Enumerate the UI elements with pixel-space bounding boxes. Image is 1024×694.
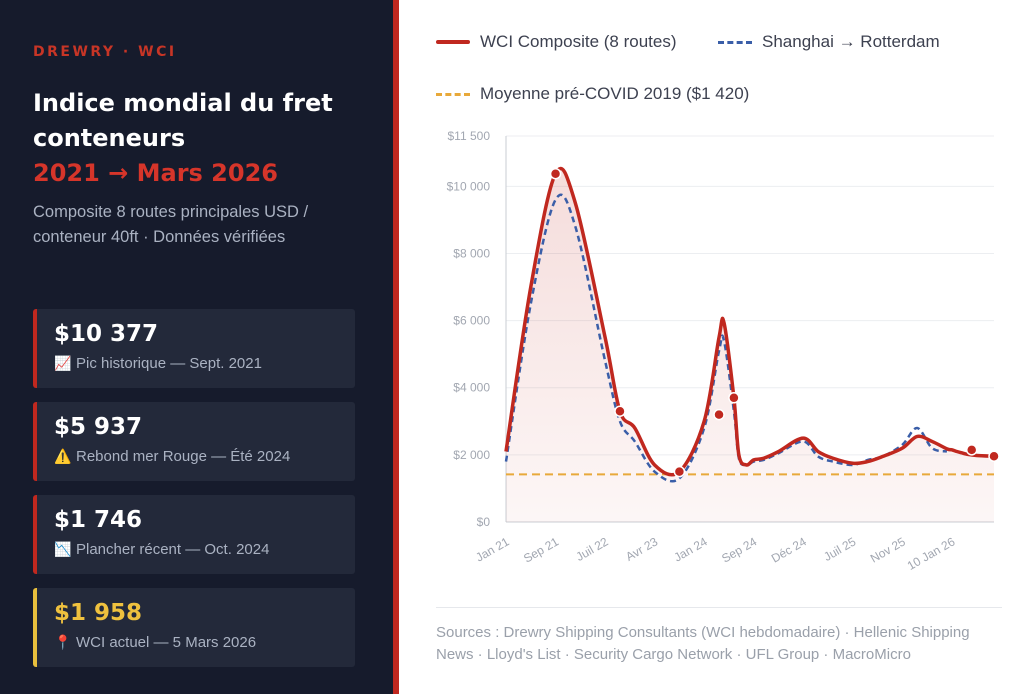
x-tick-label: Avr 23 — [623, 534, 660, 564]
y-tick-label: $4 000 — [453, 381, 490, 395]
sources-note: Sources : Drewry Shipping Consultants (W… — [436, 624, 970, 663]
y-tick-label: $11 500 — [448, 129, 491, 143]
y-tick-label: $10 000 — [447, 179, 491, 193]
legend-swatch — [718, 40, 752, 44]
x-tick-label: 10 Jan 26 — [905, 534, 958, 573]
legend-composite[interactable]: WCI Composite (8 routes) — [436, 32, 677, 52]
data-point — [673, 465, 686, 478]
warning-icon: ⚠️ — [54, 448, 72, 464]
legend-label: WCI Composite (8 routes) — [480, 32, 677, 51]
y-tick-label: $8 000 — [453, 246, 490, 260]
stat-card-peak: $10 377 📈 Pic historique — Sept. 2021 — [33, 309, 355, 388]
x-tick-label: Jan 24 — [671, 534, 709, 564]
stat-card-current: $1 958 📍 WCI actuel — 5 Mars 2026 — [33, 588, 355, 667]
data-point — [549, 167, 562, 180]
stat-value: $1 746 — [54, 507, 143, 533]
x-tick-label: Juil 22 — [574, 534, 611, 564]
series-line-composite — [504, 166, 995, 477]
legend-label: Shanghai → Rotterdam — [762, 32, 940, 51]
chart-up-icon: 📈 — [54, 355, 72, 371]
legend-shanghai[interactable]: Shanghai → Rotterdam — [718, 32, 940, 52]
sidebar: DREWRY · WCI Indice mondial du fret cont… — [0, 0, 393, 694]
chart-down-icon: 📉 — [54, 541, 72, 557]
legend-label: Moyenne pré-COVID 2019 ($1 420) — [480, 84, 750, 103]
legend-baseline[interactable]: Moyenne pré-COVID 2019 ($1 420) — [436, 84, 749, 104]
y-tick-label: $6 000 — [453, 314, 490, 328]
data-point — [728, 392, 740, 404]
x-tick-label: Nov 25 — [868, 534, 908, 565]
legend-swatch — [436, 92, 470, 96]
page-title: Indice mondial du fret conteneurs 2021 →… — [33, 86, 378, 191]
x-tick-label: Sep 24 — [719, 534, 759, 565]
x-tick-label: Déc 24 — [769, 534, 809, 565]
stat-label: WCI actuel — 5 Mars 2026 — [76, 634, 257, 651]
series-line-shanghai — [504, 193, 948, 483]
title-main: Indice mondial du fret conteneurs — [33, 89, 333, 152]
stat-value: $5 937 — [54, 414, 143, 440]
stat-card-floor: $1 746 📉 Plancher récent — Oct. 2024 — [33, 495, 355, 574]
stat-label: Pic historique — Sept. 2021 — [76, 355, 262, 372]
pin-icon: 📍 — [54, 634, 72, 650]
subtitle: Composite 8 routes principales USD / con… — [33, 203, 309, 246]
composite-area — [506, 168, 994, 522]
stat-value: $10 377 — [54, 321, 159, 347]
stat-label: Rebond mer Rouge — Été 2024 — [76, 448, 291, 465]
title-period: 2021 → Mars 2026 — [33, 159, 278, 187]
x-tick-label: Jan 21 — [473, 534, 511, 564]
data-point — [965, 444, 978, 456]
brand-label: DREWRY · WCI — [33, 44, 177, 60]
data-point — [614, 405, 626, 417]
x-tick-label: Juil 25 — [821, 534, 858, 564]
y-tick-label: $2 000 — [453, 448, 490, 462]
stat-card-red-sea: $5 937 ⚠️ Rebond mer Rouge — Été 2024 — [33, 402, 355, 481]
sources-divider — [436, 607, 1002, 608]
stat-value: $1 958 — [54, 600, 143, 626]
sidebar-divider — [393, 0, 399, 694]
stat-label: Plancher récent — Oct. 2024 — [76, 541, 270, 558]
y-tick-label: $0 — [477, 515, 491, 529]
legend-swatch — [436, 40, 470, 44]
data-point — [988, 450, 1000, 463]
x-tick-label: Sep 21 — [521, 534, 561, 565]
data-point — [713, 408, 725, 421]
